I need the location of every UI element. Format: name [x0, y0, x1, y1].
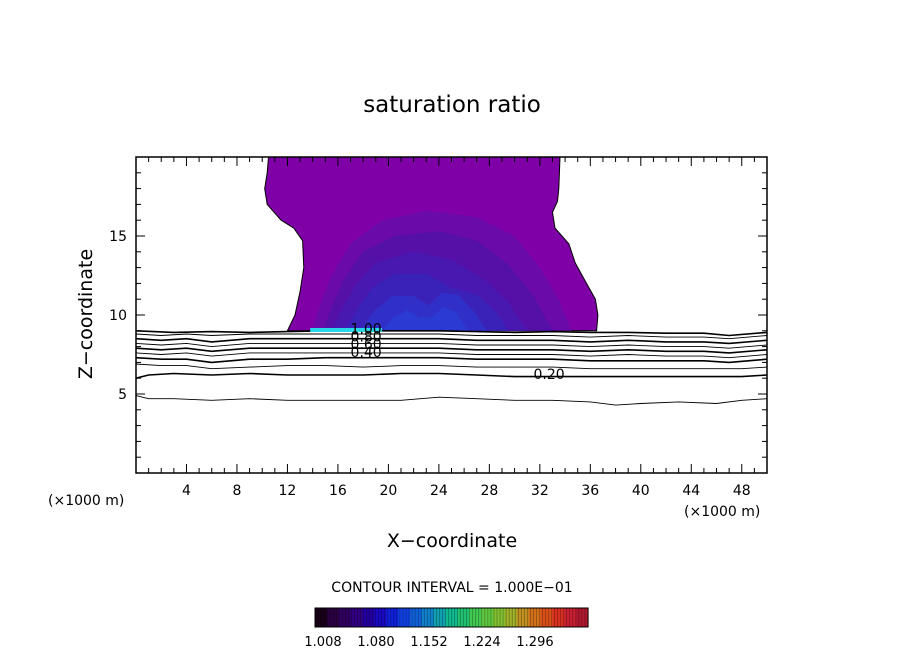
x-unit-right: (×1000 m): [684, 504, 760, 520]
contour-label: 0.40: [351, 345, 382, 361]
chart-title: saturation ratio: [363, 92, 541, 118]
colorbar-tick-label: 1.152: [410, 635, 447, 650]
colorbar-frame: [314, 607, 589, 628]
colorbar-swatch: [504, 608, 518, 627]
colorbar-swatch: [362, 608, 375, 627]
x-tick-label: 24: [430, 483, 448, 499]
contour-label: 0.80: [351, 329, 382, 345]
x-tick-label: 48: [733, 483, 751, 499]
colorbar-swatch: [564, 608, 577, 627]
colorbar-swatch: [350, 608, 364, 627]
colorbar-swatch: [528, 608, 542, 627]
x-tick-label: 12: [279, 483, 297, 499]
y-tick-label: 10: [109, 308, 127, 324]
colorbar-tick-label: 1.080: [357, 635, 394, 650]
contour-line: [135, 333, 768, 340]
colorbar-swatch: [421, 608, 435, 627]
x-tick-label: 44: [682, 483, 700, 499]
contour-line: [135, 352, 768, 359]
plot-area: 0.200.400.600.801.00 4 8 12 16 20 24 28 32 36 40 4…: [109, 156, 768, 499]
colorbar-swatch: [552, 608, 565, 627]
colorbar: [314, 607, 589, 628]
y-tick-label: 5: [118, 387, 127, 403]
colorbar-swatch: [398, 608, 411, 627]
x-tick-label: 16: [329, 483, 347, 499]
x-tick-label: 28: [480, 483, 498, 499]
x-tick-label: 32: [531, 483, 549, 499]
x-tick-label: 36: [581, 483, 599, 499]
colorbar-swatch: [540, 608, 553, 627]
contour-label: 0.20: [534, 367, 565, 383]
colorbar-swatch: [409, 608, 423, 627]
contour-line: [135, 372, 768, 379]
contour-label: 0.60: [351, 337, 382, 353]
colorbar-swatch: [445, 608, 459, 627]
colorbar-swatch: [386, 608, 399, 627]
contour-line: [135, 356, 768, 364]
colorbar-swatch: [493, 608, 506, 627]
colorbar-tick-label: 1.296: [516, 635, 553, 650]
contour-line: [135, 347, 768, 354]
x-tick-label: 20: [379, 483, 397, 499]
y-axis-label: Z−coordinate: [75, 249, 97, 379]
colorbar-swatch: [374, 608, 387, 627]
y-axis-ticks: 5 10 15: [109, 172, 767, 458]
x-tick-label: 4: [182, 483, 191, 499]
colorbar-swatch: [481, 608, 494, 627]
x-tick-label: 8: [232, 483, 241, 499]
colorbar-labels: 1.008 1.080 1.152 1.224 1.296: [304, 635, 553, 650]
x-axis-ticks: 4 8 12 16 20 24 28 32 36 40 44 48: [148, 157, 755, 499]
contour-lines: [135, 329, 768, 406]
contour-labels: 0.20 0.400.600.801.00: [351, 321, 565, 383]
filled-contours: [264, 156, 599, 332]
y-tick-label: 15: [109, 229, 127, 245]
contour-label: 1.00: [351, 321, 382, 337]
contour-line: [135, 337, 768, 345]
colorbar-tick-label: 1.224: [463, 635, 500, 650]
contour-line: [135, 395, 768, 406]
filled-contour-region: [382, 307, 468, 331]
colorbar-tick-label: 1.008: [304, 635, 341, 650]
contour-line: [135, 342, 768, 349]
x-unit-left: (×1000 m): [48, 493, 124, 509]
contour-interval-text: CONTOUR INTERVAL = 1.000E−01: [331, 580, 572, 596]
colorbar-swatch: [433, 608, 447, 627]
colorbar-swatch: [576, 608, 589, 627]
colorbar-swatch: [516, 608, 530, 627]
x-axis-label: X−coordinate: [387, 530, 517, 552]
x-tick-label: 40: [632, 483, 650, 499]
contour-line: [135, 363, 768, 370]
colorbar-swatch: [338, 608, 352, 627]
contour-line: [135, 329, 768, 337]
